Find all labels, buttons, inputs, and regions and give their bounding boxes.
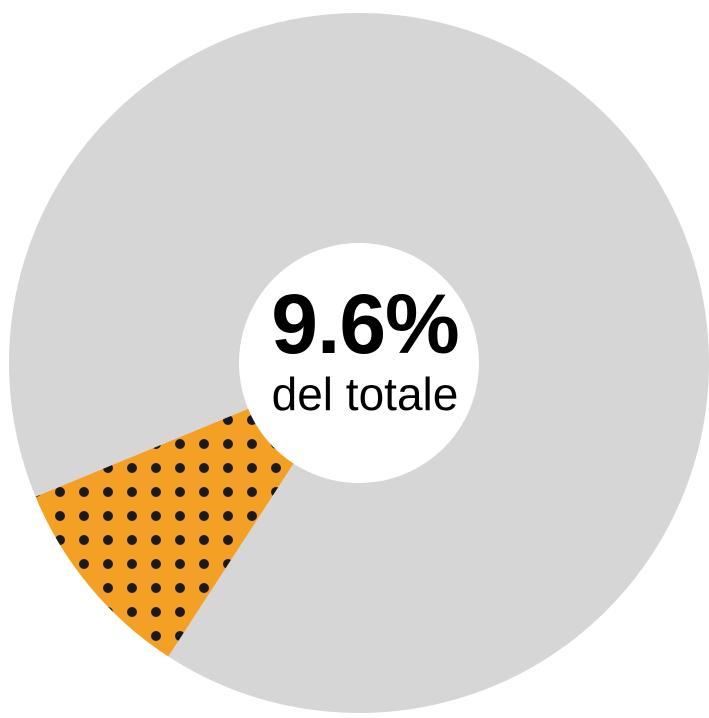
center-label: 9.6% del totale xyxy=(234,282,496,420)
center-value: 9.6% xyxy=(271,277,459,371)
highlight-slice xyxy=(35,408,294,657)
center-caption: del totale xyxy=(271,368,459,420)
slices-layer xyxy=(9,13,709,714)
remainder-slice xyxy=(9,13,709,714)
